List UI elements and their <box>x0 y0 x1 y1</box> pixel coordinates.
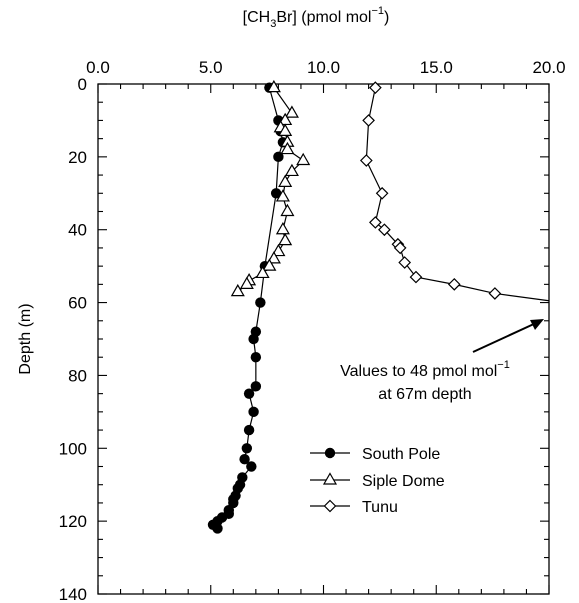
point-south-pole <box>241 443 253 454</box>
point-siple-dome <box>275 189 290 202</box>
x-tick-label: 10.0 <box>307 58 340 77</box>
x-axis-title-main: [CH <box>243 9 271 26</box>
annotation-line-1: Values to 48 pmol mol−1 <box>340 359 510 380</box>
annotation-line-1-main: Values to 48 pmol mol <box>340 363 497 380</box>
x-axis-title: [CH3Br] (pmol mol−1) <box>243 5 390 30</box>
legend: South Pole Siple Dome Tunu <box>310 446 445 516</box>
series-line-tunu <box>365 87 550 302</box>
point-south-pole <box>243 424 255 436</box>
point-tunu <box>393 241 407 255</box>
point-siple-dome <box>239 276 254 289</box>
x-axis-title-rest: Br] (pmol mol <box>276 9 371 26</box>
legend-marker-tunu <box>323 499 337 513</box>
x-axis-title-close: ) <box>384 9 389 26</box>
legend-marker-siple-dome <box>322 472 338 485</box>
point-tunu <box>398 256 412 269</box>
y-tick-label: 40 <box>68 221 87 240</box>
x-tick-label: 20.0 <box>532 58 565 77</box>
point-siple-dome <box>266 251 281 264</box>
legend-item-south-pole: South Pole <box>310 446 440 463</box>
y-tick-label: 60 <box>68 294 87 313</box>
legend-label-south-pole: South Pole <box>362 446 440 463</box>
legend-marker-south-pole <box>324 447 336 459</box>
axis-ticks <box>97 83 550 595</box>
point-tunu <box>369 81 382 94</box>
point-tunu <box>488 287 502 300</box>
point-tunu <box>359 154 373 167</box>
point-siple-dome <box>262 258 277 271</box>
point-south-pole <box>250 381 262 392</box>
annotation-line-2: at 67m depth <box>378 386 471 403</box>
point-south-pole <box>243 388 255 399</box>
point-tunu <box>375 186 389 200</box>
annotation-line-1-sup: −1 <box>497 359 510 371</box>
point-siple-dome <box>280 203 295 217</box>
annotation-arrow <box>472 322 537 353</box>
y-tick-label: 100 <box>59 439 87 458</box>
point-south-pole <box>270 188 282 199</box>
point-south-pole <box>273 151 284 163</box>
point-siple-dome <box>284 105 299 118</box>
point-siple-dome <box>271 243 286 257</box>
point-siple-dome <box>278 174 293 187</box>
annotation: Values to 48 pmol mol−1 at 67m depth <box>340 319 544 403</box>
point-tunu <box>362 114 375 127</box>
point-siple-dome <box>230 283 245 297</box>
series-markers <box>207 79 502 534</box>
y-tick-label: 140 <box>59 585 87 603</box>
point-south-pole <box>212 523 223 534</box>
point-tunu <box>369 216 382 229</box>
y-tick-label: 20 <box>68 148 87 167</box>
point-tunu <box>447 278 461 291</box>
point-siple-dome <box>278 123 293 136</box>
legend-label-siple-dome: Siple Dome <box>362 473 445 490</box>
y-tick-labels: 0 20 40 60 80 100 120 140 <box>59 75 87 603</box>
x-tick-labels: 0.0 5.0 10.0 15.0 20.0 <box>86 58 565 77</box>
annotation-arrowhead <box>530 319 544 330</box>
point-siple-dome <box>255 265 270 279</box>
y-tick-label: 120 <box>59 512 87 531</box>
x-tick-label: 15.0 <box>420 58 453 77</box>
point-south-pole <box>239 454 250 465</box>
x-tick-label: 0.0 <box>86 58 110 77</box>
point-siple-dome <box>296 152 311 166</box>
x-axis-title-sub: 3 <box>270 18 276 30</box>
x-axis-title-sup: −1 <box>371 5 384 17</box>
x-tick-label: 5.0 <box>199 58 223 77</box>
legend-item-tunu: Tunu <box>310 499 398 516</box>
y-tick-label: 0 <box>78 75 87 94</box>
point-siple-dome <box>278 232 293 246</box>
point-siple-dome <box>275 222 290 235</box>
point-tunu <box>409 270 423 284</box>
plot-frame <box>97 83 550 595</box>
point-south-pole <box>255 297 266 308</box>
point-siple-dome <box>284 163 299 177</box>
point-south-pole <box>248 406 259 418</box>
y-axis-title: Depth (m) <box>17 303 34 374</box>
point-tunu <box>378 223 391 237</box>
y-tick-label: 80 <box>68 366 87 385</box>
point-siple-dome <box>266 79 281 93</box>
point-siple-dome <box>280 141 295 155</box>
legend-label-tunu: Tunu <box>362 499 398 516</box>
point-south-pole <box>246 461 257 472</box>
legend-item-siple-dome: Siple Dome <box>310 472 445 490</box>
point-south-pole <box>248 333 259 345</box>
point-south-pole <box>250 352 262 363</box>
